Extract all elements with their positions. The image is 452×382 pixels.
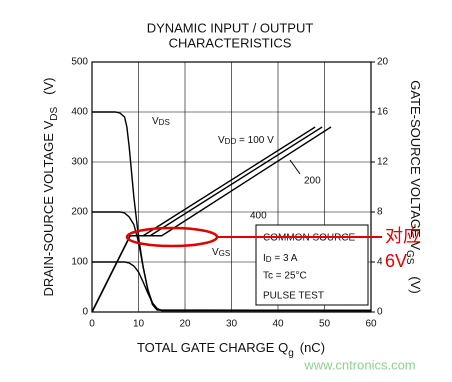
y-tick-label: 200: [71, 207, 88, 218]
y2-label-sub: GS: [404, 250, 415, 265]
x-tick-label: 50: [319, 319, 331, 330]
annotation: VDD = 100 V: [218, 135, 274, 146]
chart-title: CHARACTERISTICS: [169, 35, 292, 50]
y-tick-label: 400: [71, 107, 88, 118]
chart-title: DYNAMIC INPUT / OUTPUT: [147, 20, 314, 35]
y2-tick-label: 16: [377, 107, 389, 118]
y-label-text: DRAIN-SOURCE VOLTAGE V: [41, 120, 56, 296]
y-label-sub: DS: [49, 107, 60, 121]
box-text: ID = 3 A: [263, 253, 298, 264]
y2-tick-label: 20: [377, 57, 389, 68]
y-label-unit: (V): [41, 77, 56, 94]
ann-text: V: [218, 135, 225, 146]
x-tick-label: 20: [179, 319, 191, 330]
ann-text: V: [152, 116, 159, 127]
annotation: VDS: [152, 116, 170, 127]
y2-label-unit: (V): [408, 276, 423, 293]
plot-frame: [91, 61, 372, 313]
box-text: PULSE TEST: [263, 291, 324, 302]
ann-sub: GS: [219, 249, 231, 258]
box-text: Tc = 25°C: [263, 271, 307, 282]
y-tick-label: 0: [82, 307, 88, 318]
x-axis-label: TOTAL GATE CHARGE Qg (nC): [137, 340, 325, 358]
x-tick-label: 60: [365, 319, 377, 330]
y-tick-label: 100: [71, 257, 88, 268]
ann-sub: DD: [225, 137, 237, 146]
leader: [289, 159, 301, 175]
y2-tick-label: 12: [377, 157, 389, 168]
y2-label-text: GATE-SOURCE VOLTAGE V: [408, 80, 423, 250]
box-text: = 3 A: [272, 253, 298, 264]
ann-sub: DS: [159, 118, 170, 127]
ann-text: V: [212, 247, 219, 258]
y-axis-label: DRAIN-SOURCE VOLTAGE VDS (V): [41, 77, 59, 296]
y-tick-label: 500: [71, 57, 88, 68]
annotation: 400: [250, 211, 267, 222]
x-label-sub: g: [288, 348, 294, 359]
x-tick-label: 30: [226, 319, 238, 330]
x-label-unit: (nC): [300, 340, 325, 355]
annotation: 200: [304, 176, 321, 187]
series-line: [92, 261, 371, 312]
x-tick-label: 0: [89, 319, 95, 330]
y2-tick-label: 4: [377, 257, 383, 268]
ann-text: = 100 V: [236, 135, 274, 146]
box-text: COMMON SOURCE: [263, 233, 356, 244]
callout-text: 6V: [385, 251, 407, 271]
series-line: [91, 126, 332, 313]
box-text: I: [263, 253, 266, 264]
y-tick-label: 300: [71, 157, 88, 168]
info-box: [255, 224, 369, 306]
watermark: www.cntronics.com: [303, 357, 415, 372]
y2-axis-label: GATE-SOURCE VOLTAGE VGS (V): [404, 80, 422, 294]
y2-tick-label: 0: [377, 307, 383, 318]
x-tick-label: 10: [133, 319, 145, 330]
annotation: VGS: [212, 247, 230, 258]
callout-text: 对应: [385, 226, 421, 246]
highlight: [125, 226, 219, 248]
box-sub: D: [266, 255, 272, 264]
y2-tick-label: 8: [377, 207, 383, 218]
x-label-text: TOTAL GATE CHARGE Q: [137, 340, 288, 355]
x-tick-label: 40: [272, 319, 284, 330]
